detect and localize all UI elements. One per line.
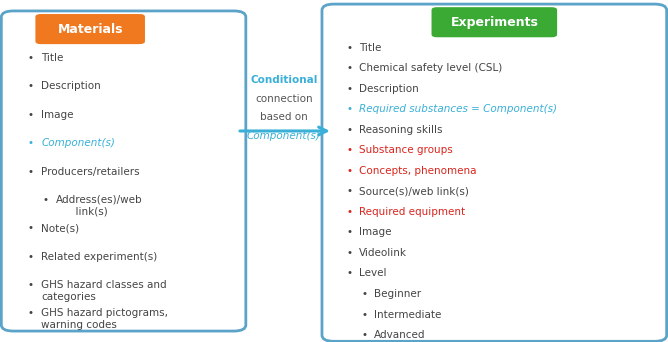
Text: connection: connection [255,94,313,104]
Text: Title: Title [41,53,63,63]
Text: •: • [27,138,33,148]
FancyBboxPatch shape [322,4,667,341]
Text: •: • [27,110,33,120]
Text: •: • [361,310,367,319]
FancyBboxPatch shape [35,14,145,44]
Text: Image: Image [359,227,392,237]
Text: •: • [347,145,353,155]
Text: •: • [347,63,353,73]
Text: Image: Image [41,110,74,120]
Text: Experiments: Experiments [450,16,538,29]
Text: •: • [42,195,48,205]
Text: •: • [27,53,33,63]
Text: •: • [27,280,33,290]
Text: Materials: Materials [57,23,123,36]
Text: Related experiment(s): Related experiment(s) [41,252,158,262]
Text: GHS hazard classes and
categories: GHS hazard classes and categories [41,280,167,302]
Text: Conditional: Conditional [250,75,317,85]
Text: •: • [347,125,353,135]
Text: Required equipment: Required equipment [359,207,466,217]
Text: •: • [27,167,33,176]
Text: •: • [347,186,353,196]
Text: •: • [347,104,353,114]
Text: Intermediate: Intermediate [374,310,442,319]
FancyBboxPatch shape [432,7,557,37]
Text: Description: Description [41,81,101,91]
Text: •: • [347,248,353,258]
Text: Chemical safety level (CSL): Chemical safety level (CSL) [359,63,502,73]
Text: Producers/retailers: Producers/retailers [41,167,140,176]
Text: Required substances = Component(s): Required substances = Component(s) [359,104,557,114]
Text: Address(es)/web
      link(s): Address(es)/web link(s) [56,195,143,216]
Text: Level: Level [359,268,387,278]
Text: •: • [347,43,353,53]
Text: Title: Title [359,43,381,53]
Text: •: • [347,166,353,176]
Text: Videolink: Videolink [359,248,407,258]
Text: •: • [347,268,353,278]
Text: •: • [361,289,367,299]
Text: Component(s): Component(s) [247,131,321,141]
Text: Concepts, phenomena: Concepts, phenomena [359,166,477,176]
Text: Note(s): Note(s) [41,223,79,233]
Text: •: • [361,330,367,340]
Text: Description: Description [359,84,419,94]
Text: Component(s): Component(s) [41,138,116,148]
Text: •: • [27,223,33,233]
Text: Source(s)/web link(s): Source(s)/web link(s) [359,186,469,196]
Text: •: • [27,308,33,318]
Text: Reasoning skills: Reasoning skills [359,125,443,135]
Text: •: • [347,227,353,237]
Text: •: • [347,207,353,217]
Text: Beginner: Beginner [374,289,422,299]
Text: based on: based on [260,112,308,122]
Text: •: • [347,84,353,94]
FancyBboxPatch shape [1,11,246,331]
Text: GHS hazard pictograms,
warning codes: GHS hazard pictograms, warning codes [41,308,168,330]
Text: •: • [27,252,33,262]
Text: Advanced: Advanced [374,330,426,340]
Text: •: • [27,81,33,91]
Text: Substance groups: Substance groups [359,145,453,155]
